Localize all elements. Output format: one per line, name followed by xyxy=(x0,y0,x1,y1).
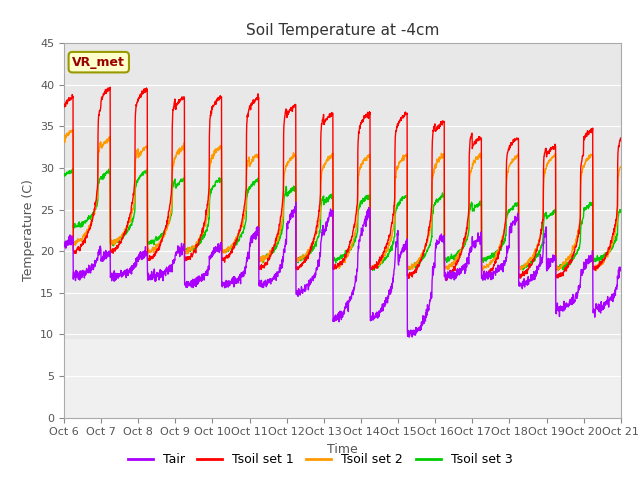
Y-axis label: Temperature (C): Temperature (C) xyxy=(22,180,35,281)
Text: VR_met: VR_met xyxy=(72,56,125,69)
Title: Soil Temperature at -4cm: Soil Temperature at -4cm xyxy=(246,23,439,38)
X-axis label: Time: Time xyxy=(327,443,358,456)
Bar xyxy=(64,338,621,418)
Legend: Tair, Tsoil set 1, Tsoil set 2, Tsoil set 3: Tair, Tsoil set 1, Tsoil set 2, Tsoil se… xyxy=(123,448,517,471)
